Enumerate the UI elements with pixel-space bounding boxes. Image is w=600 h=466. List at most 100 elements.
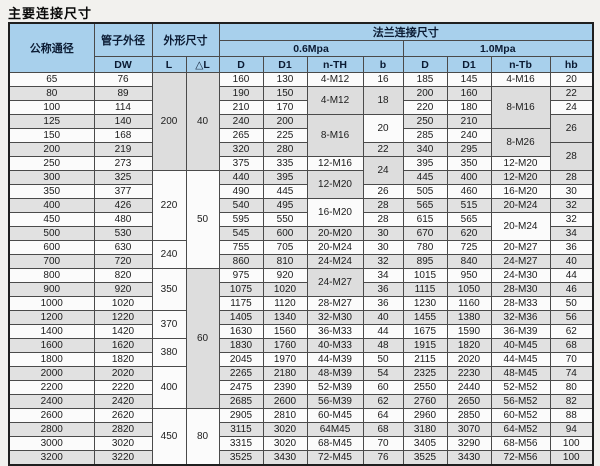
table-row: 250 273 375 335 12-M16 24 395 350 12-M20 [8, 156, 593, 185]
table-cell-d106: 3020 [262, 422, 308, 437]
table-cell-d10: 1015 [402, 268, 448, 283]
table-cell-nth: 60-M45 [306, 408, 364, 423]
table-cell-b: 18 [362, 86, 404, 115]
table-cell-hb: 46 [549, 282, 594, 297]
table-cell-d110: 3070 [446, 422, 492, 437]
table-cell-d06: 975 [218, 268, 264, 283]
header-d1-06: D1 [262, 56, 308, 73]
table-cell-nth: 40-M33 [306, 338, 364, 353]
table-cell-ntb: 44-M45 [490, 352, 551, 367]
table-cell-dn: 600 [8, 240, 95, 255]
table-cell-dL: 40 [185, 72, 220, 171]
table-cell-d106: 1120 [262, 296, 308, 311]
table-header: 公称通径 管子外径 外形尺寸 法兰连接尺寸 0.6Mpa 1.0Mpa DW L… [8, 22, 594, 73]
table-cell-dw: 1820 [93, 352, 153, 367]
table-cell-ntb: 8-M26 [490, 128, 551, 157]
table-cell-nth: 8-M16 [306, 114, 364, 157]
table-cell-dw: 920 [93, 282, 153, 297]
header-flange-connection: 法兰连接尺寸 [218, 22, 594, 41]
table-cell-dw: 426 [93, 198, 153, 213]
table-cell-dn: 65 [8, 72, 95, 87]
table-row: 2400 2420 2685 2600 56-M39 62 2760 2650 56-M52 82 [8, 394, 594, 409]
table-cell-hb: 44 [549, 268, 594, 283]
table-cell-dw: 2620 [93, 408, 153, 423]
table-cell-dn: 350 [8, 184, 95, 199]
table-cell-dn: 2800 [8, 422, 95, 437]
table-cell-nth: 24-M24 [306, 254, 364, 269]
table-cell-hb: 30 [549, 184, 594, 199]
table-cell-dw: 1020 [93, 296, 153, 311]
table-cell-d10: 1675 [402, 324, 448, 339]
table-cell-d110: 565 [446, 212, 492, 227]
table-cell-d06: 1405 [218, 310, 264, 325]
table-cell-d10: 615 [402, 212, 448, 227]
table-cell-ntb: 72-M56 [490, 450, 551, 466]
table-cell-d10: 895 [402, 254, 448, 269]
table-cell-dn: 700 [8, 254, 95, 269]
table-cell-d06: 2475 [218, 380, 264, 395]
table-row: 450 480 595 550 28 615 565 20-M24 32 [8, 212, 594, 241]
table-cell-d106: 3020 [262, 436, 308, 451]
table-cell-d06: 1830 [218, 338, 264, 353]
table-cell-b: 36 [362, 282, 404, 297]
table-row: 500 530 545 600 20-M20 30 670 620 34 [8, 226, 594, 241]
table-cell-d106: 200 [262, 114, 308, 129]
table-cell-dn: 300 [8, 170, 95, 185]
table-cell-d10: 2325 [402, 366, 448, 381]
table-cell-d106: 2180 [262, 366, 308, 381]
table-row: 150 168 265 225 285 240 8-M26 [8, 128, 593, 157]
table-cell-d06: 160 [218, 72, 264, 87]
table-cell-dw: 1620 [93, 338, 153, 353]
table-row: 3200 3220 3525 3430 72-M45 76 3525 3430 72-M56 10… [8, 450, 594, 466]
table-cell-dn: 450 [8, 212, 95, 227]
table-cell-d110: 460 [446, 184, 492, 199]
table-cell-b: 64 [362, 408, 404, 423]
table-cell-dn: 80 [8, 86, 95, 101]
table-cell-L: 350 [151, 268, 187, 311]
table-cell-L: 370 [151, 310, 187, 339]
header-n-th: n-TH [306, 56, 364, 73]
table-cell-d10: 185 [402, 72, 448, 87]
table-cell-d06: 190 [218, 86, 264, 101]
table-row: 700 720 860 810 24-M24 32 895 840 24-M27 40 [8, 254, 594, 269]
table-cell-ntb: 12-M20 [490, 170, 551, 185]
table-cell-d06: 3525 [218, 450, 264, 466]
header-b: b [362, 56, 404, 73]
table-cell-d110: 1380 [446, 310, 492, 325]
table-cell-nth: 12-M20 [306, 170, 364, 199]
table-cell-L: 220 [151, 170, 187, 241]
table-cell-d06: 540 [218, 198, 264, 213]
table-cell-nth: 20-M20 [306, 226, 364, 241]
header-pressure-06mpa: 0.6Mpa [218, 40, 404, 57]
table-cell-dw: 114 [93, 100, 153, 115]
table-cell-d106: 3430 [262, 450, 308, 466]
table-row: 900 920 1075 1020 36 1115 1050 28-M30 46 [8, 282, 594, 297]
table-cell-d10: 285 [402, 128, 448, 143]
table-row: 350 377 490 445 26 505 460 16-M20 30 [8, 184, 594, 199]
table-cell-dn: 3200 [8, 450, 95, 466]
table-cell-d06: 2045 [218, 352, 264, 367]
table-cell-hb: 100 [549, 450, 594, 466]
table-cell-hb: 20 [549, 72, 594, 87]
table-cell-dw: 377 [93, 184, 153, 199]
table-cell-d06: 2905 [218, 408, 264, 423]
table-cell-d06: 3315 [218, 436, 264, 451]
table-cell-d06: 755 [218, 240, 264, 255]
table-cell-d110: 840 [446, 254, 492, 269]
table-cell-d10: 3405 [402, 436, 448, 451]
table-cell-d06: 2685 [218, 394, 264, 409]
table-cell-dn: 1400 [8, 324, 95, 339]
table-cell-d06: 2265 [218, 366, 264, 381]
table-cell-dn: 2600 [8, 408, 95, 423]
table-cell-dn: 125 [8, 114, 95, 129]
table-row: 200 219 320 280 22 340 295 28 [8, 142, 594, 171]
table-cell-d10: 1455 [402, 310, 448, 325]
table-cell-dn: 1800 [8, 352, 95, 367]
table-cell-d106: 395 [262, 170, 308, 185]
table-cell-d10: 2550 [402, 380, 448, 395]
table-cell-d106: 225 [262, 128, 308, 143]
table-cell-d110: 1820 [446, 338, 492, 353]
table-cell-hb: 26 [549, 114, 594, 143]
table-cell-dn: 900 [8, 282, 95, 297]
table-row: 65 76 200 40 160 130 4-M12 16 185 145 4-M16 20 [8, 72, 594, 171]
